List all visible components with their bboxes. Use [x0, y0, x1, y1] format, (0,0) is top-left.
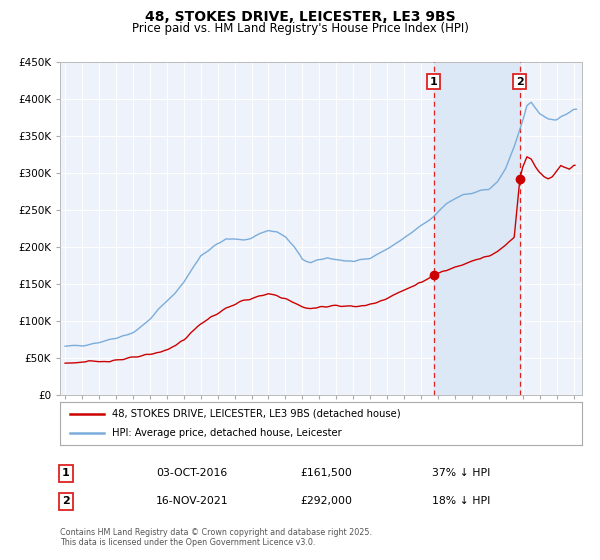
Text: 48, STOKES DRIVE, LEICESTER, LE3 9BS (detached house): 48, STOKES DRIVE, LEICESTER, LE3 9BS (de…: [112, 409, 401, 419]
Text: 37% ↓ HPI: 37% ↓ HPI: [432, 468, 490, 478]
Text: 48, STOKES DRIVE, LEICESTER, LE3 9BS: 48, STOKES DRIVE, LEICESTER, LE3 9BS: [145, 10, 455, 24]
Text: 03-OCT-2016: 03-OCT-2016: [156, 468, 227, 478]
Bar: [434, 62, 520, 395]
Text: 2: 2: [62, 496, 70, 506]
Text: Contains HM Land Registry data © Crown copyright and database right 2025.
This d: Contains HM Land Registry data © Crown c…: [60, 528, 372, 547]
Text: 2: 2: [516, 77, 524, 87]
Text: 1: 1: [62, 468, 70, 478]
Text: Price paid vs. HM Land Registry's House Price Index (HPI): Price paid vs. HM Land Registry's House …: [131, 22, 469, 35]
Text: £161,500: £161,500: [300, 468, 352, 478]
Text: £292,000: £292,000: [300, 496, 352, 506]
Text: HPI: Average price, detached house, Leicester: HPI: Average price, detached house, Leic…: [112, 428, 342, 438]
Text: 18% ↓ HPI: 18% ↓ HPI: [432, 496, 490, 506]
Text: 16-NOV-2021: 16-NOV-2021: [156, 496, 229, 506]
Text: 1: 1: [430, 77, 437, 87]
